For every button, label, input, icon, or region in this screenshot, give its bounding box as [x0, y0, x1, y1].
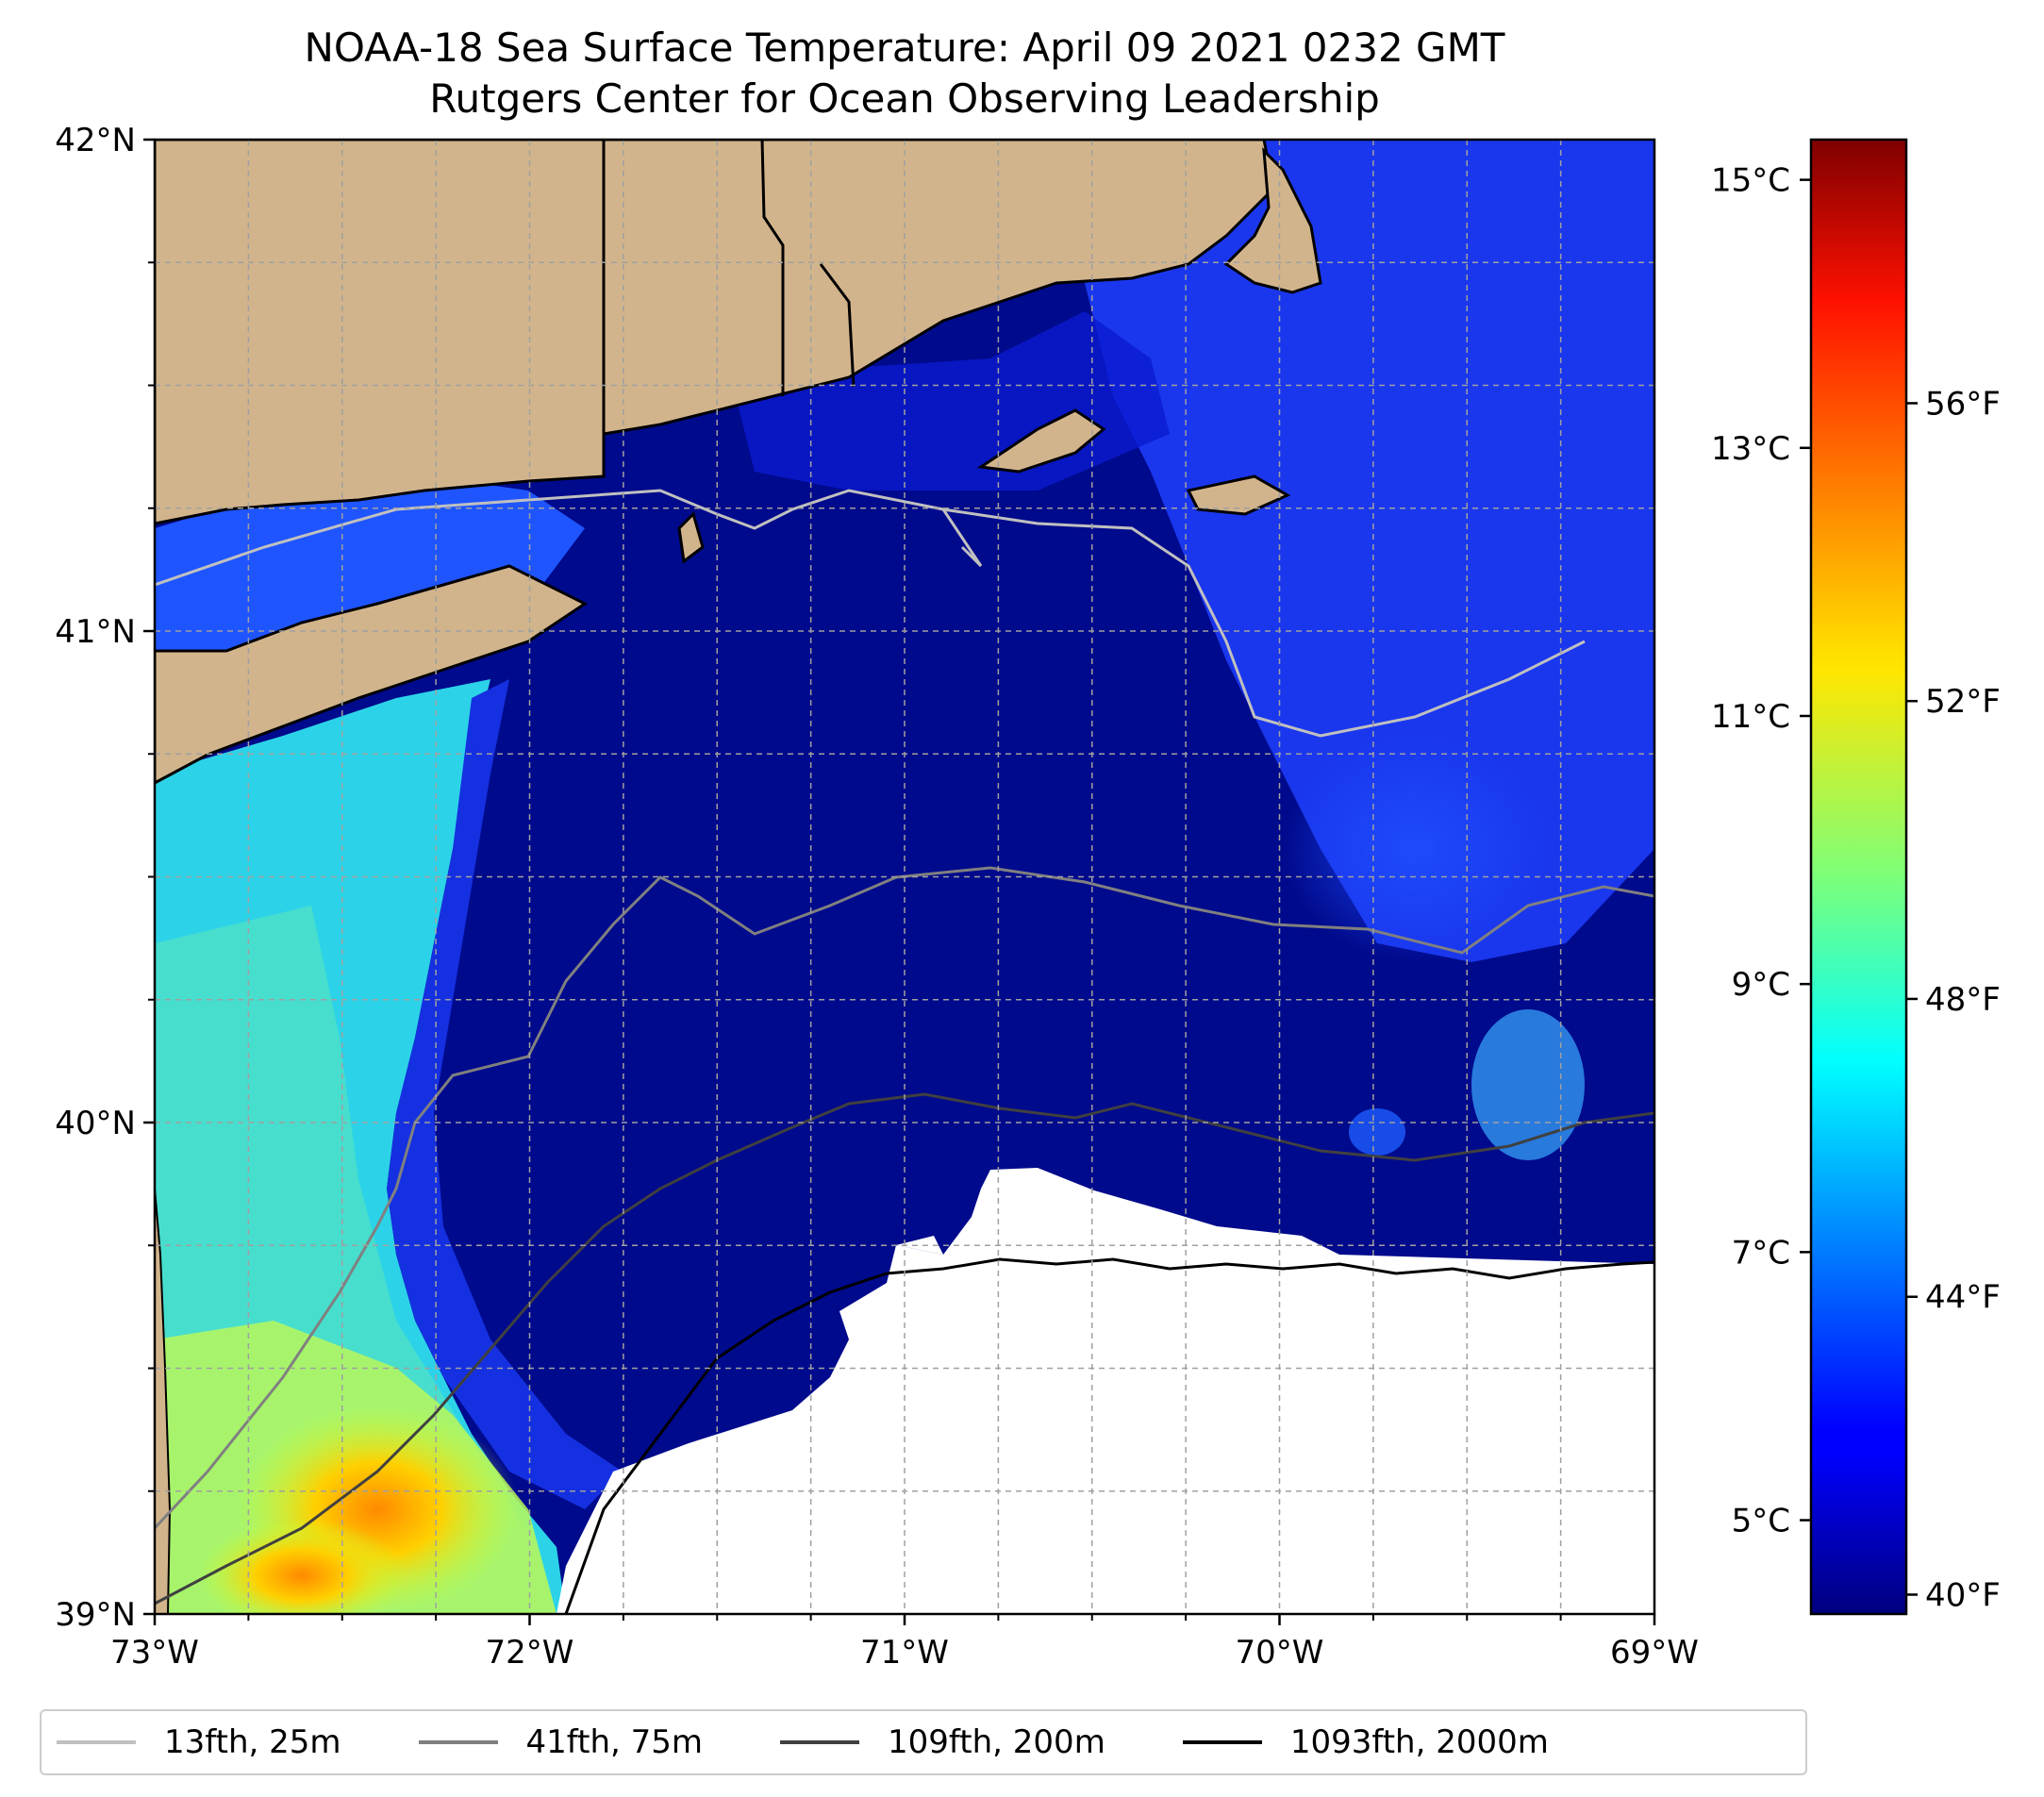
map-subtitle: Rutgers Center for Ocean Observing Leade… [429, 75, 1380, 122]
legend-entry-25m: 13fth, 25m [57, 1723, 341, 1761]
isobath-200m [155, 1092, 1654, 1606]
colorbar-fahrenheit-axis: 56°F 52°F 48°F 44°F 40°F [1906, 385, 2001, 1614]
y-axis: 42°N 41°N 40°N 39°N [55, 122, 155, 1634]
state-border-ct-ri [760, 140, 785, 396]
isobath-2000m [564, 1257, 1654, 1614]
legend-label-75m: 41fth, 75m [525, 1723, 704, 1761]
colorbar-fahrenheit-label: 44°F [1925, 1279, 2001, 1317]
georges-bank-water [1085, 140, 1654, 962]
x-axis: 73°W 72°W 71°W 70°W 69°W [110, 1614, 1699, 1672]
warm-eddy-south [198, 1519, 406, 1614]
gridlines [155, 140, 1654, 1614]
state-border-ri-ma [819, 263, 856, 388]
isobath-25m [155, 489, 1586, 738]
colorbar-fahrenheit-label: 48°F [1925, 981, 2001, 1019]
legend-label-2000m: 1093fth, 2000m [1289, 1723, 1549, 1761]
legend-label-200m: 109fth, 200m [888, 1723, 1105, 1761]
y-tick-label: 39°N [55, 1596, 136, 1634]
colorbar-celsius-label: 11°C [1711, 698, 1790, 736]
no-data-region [557, 1168, 1654, 1614]
x-tick-label: 72°W [486, 1634, 574, 1672]
shelf-transition [387, 679, 623, 1509]
colorbar-fahrenheit-label: 52°F [1925, 683, 2001, 721]
colorbar-celsius-label: 7°C [1732, 1234, 1790, 1272]
land-block-island [677, 511, 705, 564]
colorbar-celsius-label: 9°C [1732, 966, 1790, 1004]
legend-entry-75m: 41fth, 75m [418, 1723, 704, 1761]
legend-swatch-75m [418, 1740, 498, 1744]
legend-label-25m: 13fth, 25m [164, 1723, 341, 1761]
y-tick-label: 41°N [55, 613, 136, 651]
map-title: NOAA-18 Sea Surface Temperature: April 0… [304, 25, 1505, 71]
x-tick-label: 71°W [860, 1634, 949, 1672]
colorbar-fahrenheit-label: 40°F [1925, 1576, 2001, 1614]
colorbar-celsius-label: 13°C [1711, 430, 1790, 468]
colorbar-celsius-label: 15°C [1711, 162, 1790, 200]
land-new-jersey [155, 1188, 172, 1614]
y-tick-label: 42°N [55, 122, 136, 159]
colorbar-celsius-axis: 15°C 13°C 11°C 9°C 7°C 5°C [1711, 162, 1811, 1540]
x-tick-label: 70°W [1236, 1634, 1324, 1672]
legend-entry-200m: 109fth, 200m [780, 1723, 1105, 1761]
land-new-york-connecticut [155, 140, 606, 525]
isobath-legend: 13fth, 25m 41fth, 75m 109fth, 200m 1093f… [40, 1709, 1807, 1775]
land-cape-cod [1223, 147, 1322, 294]
colorbar [1809, 138, 1908, 1616]
land-marthas-vineyard [976, 408, 1106, 474]
legend-swatch-25m [57, 1740, 136, 1744]
colorbar-celsius-label: 5°C [1732, 1503, 1790, 1540]
legend-entry-2000m: 1093fth, 2000m [1182, 1723, 1549, 1761]
land-nantucket [1186, 474, 1291, 516]
x-tick-label: 69°W [1610, 1634, 1699, 1672]
warm-spot-east [1471, 1009, 1585, 1160]
y-tick-label: 40°N [55, 1105, 136, 1142]
legend-swatch-2000m [1182, 1740, 1262, 1744]
land-long-island [155, 564, 588, 785]
legend-swatch-200m [780, 1740, 860, 1744]
x-tick-label: 73°W [110, 1634, 199, 1672]
isobath-75m [155, 866, 1654, 1530]
colorbar-fahrenheit-label: 56°F [1925, 385, 2001, 423]
land-rhode-island-massachusetts [602, 140, 1275, 436]
